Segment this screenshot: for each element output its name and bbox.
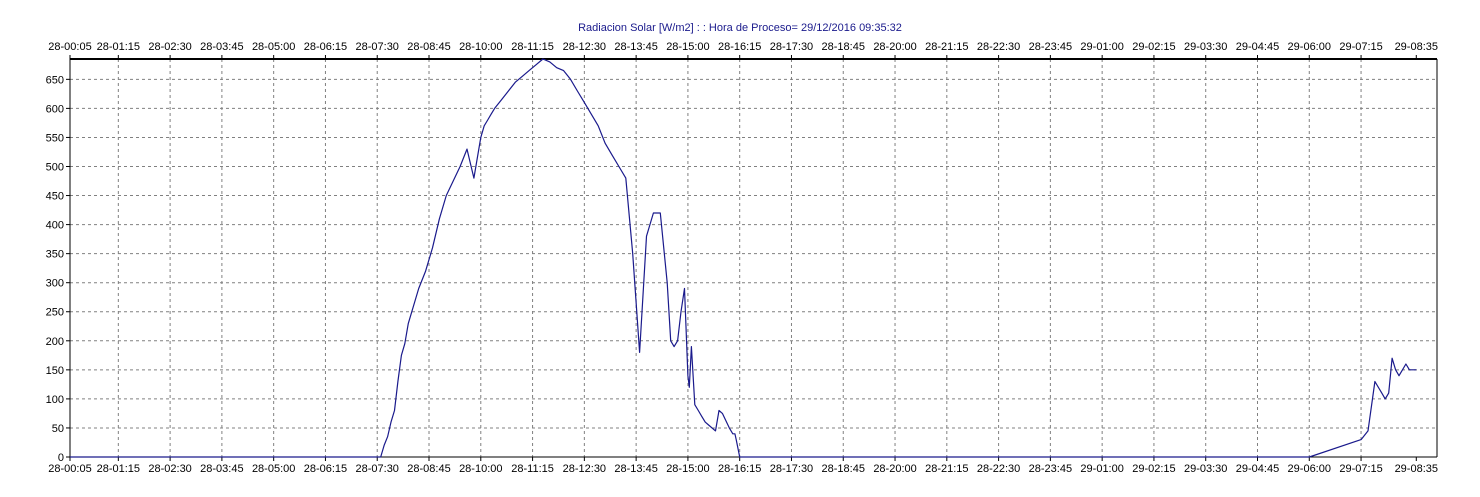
x-tick-label-top: 28-22:30	[977, 41, 1020, 53]
x-tick-label-top: 28-03:45	[200, 41, 243, 53]
y-tick-labels: 0 50 100 150 200 250 300 350 400 450 500 550 600 650	[46, 74, 64, 464]
x-tick-label-top: 29-01:00	[1080, 41, 1123, 53]
chart-title: Radiacion Solar [W/m2] : : Hora de Proce…	[578, 22, 902, 34]
x-tick-label-top: 28-16:15	[718, 41, 761, 53]
x-tick-label-top: 29-02:15	[1132, 41, 1175, 53]
x-tick-label: 29-08:35	[1395, 463, 1438, 475]
x-tick-label-top: 28-13:45	[614, 41, 657, 53]
y-tick-label: 250	[46, 307, 64, 319]
x-tick-label: 28-06:15	[304, 463, 347, 475]
x-tick-label: 29-07:15	[1339, 463, 1382, 475]
y-tick-label: 150	[46, 365, 64, 377]
x-tick-label: 29-04:45	[1236, 463, 1279, 475]
x-tick-label-top: 28-02:30	[148, 41, 191, 53]
x-tick-label: 28-23:45	[1029, 463, 1072, 475]
y-tick-label: 0	[58, 452, 64, 464]
x-tick-label: 28-21:15	[925, 463, 968, 475]
x-tick-label-top: 28-18:45	[822, 41, 865, 53]
y-tick-label: 500	[46, 161, 64, 173]
x-tick-label: 29-01:00	[1080, 463, 1123, 475]
x-tick-label-top: 28-12:30	[563, 41, 606, 53]
x-tick-label: 28-07:30	[356, 463, 399, 475]
x-tick-label-top: 28-11:15	[511, 41, 554, 53]
y-tick-label: 550	[46, 132, 64, 144]
y-tick-label: 200	[46, 336, 64, 348]
x-tick-label: 28-15:00	[666, 463, 709, 475]
x-tick-label: 28-02:30	[148, 463, 191, 475]
x-tick-label: 28-01:15	[97, 463, 140, 475]
x-tick-label-top: 28-05:00	[252, 41, 295, 53]
x-tick-label: 28-17:30	[770, 463, 813, 475]
x-tick-label: 28-12:30	[563, 463, 606, 475]
x-tick-label: 28-08:45	[407, 463, 450, 475]
bottom-tick-labels: 28-00:05 28-01:15 28-02:30 28-03:45 28-05:00…	[48, 463, 1438, 475]
x-tick-label: 28-22:30	[977, 463, 1020, 475]
x-tick-label-top: 28-21:15	[925, 41, 968, 53]
x-tick-label-top: 28-01:15	[97, 41, 140, 53]
y-tick-label: 300	[46, 278, 64, 290]
top-tick-labels: 28-00:05 28-01:15 28-02:30 28-03:45 28-05:00…	[48, 41, 1438, 53]
x-tick-label: 28-13:45	[614, 463, 657, 475]
x-tick-label: 28-18:45	[822, 463, 865, 475]
x-tick-label-top: 28-15:00	[666, 41, 709, 53]
x-tick-label: 29-02:15	[1132, 463, 1175, 475]
x-tick-label-top: 29-04:45	[1236, 41, 1279, 53]
x-tick-label: 28-00:05	[48, 463, 91, 475]
x-tick-label-top: 29-03:30	[1184, 41, 1227, 53]
x-tick-label: 28-20:00	[873, 463, 916, 475]
y-tick-label: 600	[46, 103, 64, 115]
y-tick-label: 450	[46, 191, 64, 203]
x-tick-label-top: 28-17:30	[770, 41, 813, 53]
x-tick-label-top: 28-20:00	[873, 41, 916, 53]
series-layer	[70, 58, 1417, 458]
y-tick-label: 50	[52, 423, 64, 435]
x-tick-label-top: 29-08:35	[1395, 41, 1438, 53]
y-tick-label: 350	[46, 249, 64, 261]
y-tick-label: 400	[46, 220, 64, 232]
x-tick-label: 28-03:45	[200, 463, 243, 475]
x-tick-label-top: 28-00:05	[48, 41, 91, 53]
x-tick-label: 29-03:30	[1184, 463, 1227, 475]
x-tick-label-top: 28-10:00	[459, 41, 502, 53]
x-tick-label: 28-10:00	[459, 463, 502, 475]
x-tick-label: 28-16:15	[718, 463, 761, 475]
x-tick-label: 29-06:00	[1288, 463, 1331, 475]
x-tick-label: 28-05:00	[252, 463, 295, 475]
series-line-solar-radiation	[70, 58, 1417, 458]
x-tick-label-top: 29-07:15	[1339, 41, 1382, 53]
x-tick-label-top: 29-06:00	[1288, 41, 1331, 53]
x-tick-label-top: 28-08:45	[407, 41, 450, 53]
x-tick-label-top: 28-23:45	[1029, 41, 1072, 53]
grid	[70, 59, 1437, 457]
x-tick-label-top: 28-07:30	[356, 41, 399, 53]
x-tick-label: 28-11:15	[511, 463, 554, 475]
x-tick-label-top: 28-06:15	[304, 41, 347, 53]
y-tick-label: 650	[46, 74, 64, 86]
y-tick-label: 100	[46, 394, 64, 406]
